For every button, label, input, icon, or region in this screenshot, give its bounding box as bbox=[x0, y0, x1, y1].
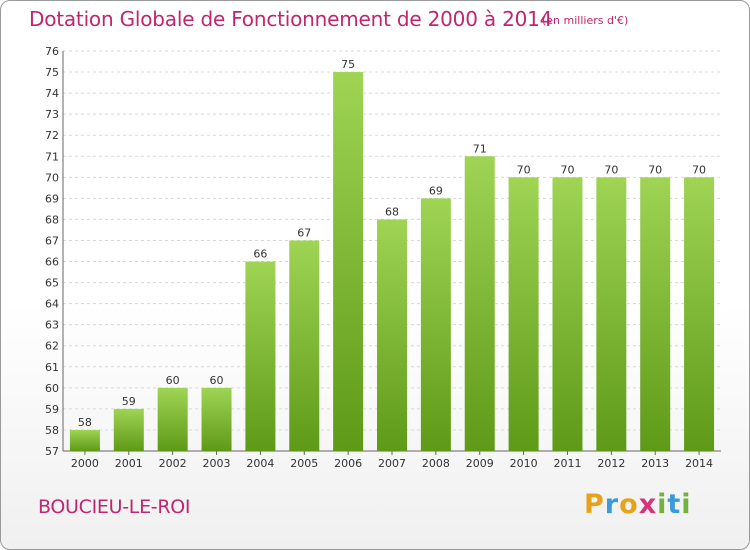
data-label: 75 bbox=[341, 58, 355, 71]
x-tick-label: 2011 bbox=[553, 457, 581, 470]
bar bbox=[684, 177, 715, 451]
x-tick-label: 2012 bbox=[597, 457, 625, 470]
y-tick-label: 61 bbox=[45, 361, 59, 374]
bar bbox=[113, 408, 144, 451]
bar bbox=[333, 72, 364, 451]
x-tick-label: 2001 bbox=[115, 457, 143, 470]
logo-letter: i bbox=[681, 489, 692, 520]
logo-letter: o bbox=[619, 489, 639, 520]
x-tick-label: 2005 bbox=[290, 457, 318, 470]
bar bbox=[157, 387, 188, 451]
data-label: 70 bbox=[517, 163, 531, 176]
bar bbox=[640, 177, 671, 451]
bar bbox=[245, 261, 276, 451]
y-tick-label: 68 bbox=[45, 213, 59, 226]
y-tick-label: 69 bbox=[45, 192, 59, 205]
bar bbox=[201, 387, 232, 451]
y-tick-label: 75 bbox=[45, 66, 59, 79]
y-tick-label: 66 bbox=[45, 256, 59, 269]
data-label: 60 bbox=[166, 374, 180, 387]
y-tick-label: 70 bbox=[45, 171, 59, 184]
bar bbox=[420, 198, 451, 451]
y-tick-label: 62 bbox=[45, 340, 59, 353]
data-label: 70 bbox=[692, 163, 706, 176]
chart-title: Dotation Globale de Fonctionnement de 20… bbox=[29, 7, 553, 31]
labels: 57 58 59 60 61 62 63 64 65 66 67 68 69 70 71 72 73 74 75 76… bbox=[45, 45, 713, 470]
data-label: 71 bbox=[473, 142, 487, 155]
x-tick-label: 2007 bbox=[378, 457, 406, 470]
bar bbox=[289, 240, 320, 451]
y-tick-label: 63 bbox=[45, 319, 59, 332]
x-tick-label: 2014 bbox=[685, 457, 713, 470]
data-label: 69 bbox=[429, 184, 443, 197]
y-tick-label: 64 bbox=[45, 298, 59, 311]
y-tick-label: 58 bbox=[45, 424, 59, 437]
y-tick-label: 76 bbox=[45, 45, 59, 58]
logo-letter: i bbox=[657, 489, 668, 520]
y-tick-label: 74 bbox=[45, 87, 59, 100]
data-label: 70 bbox=[604, 163, 618, 176]
x-tick-label: 2006 bbox=[334, 457, 362, 470]
data-label: 68 bbox=[385, 205, 399, 218]
x-tick-label: 2004 bbox=[246, 457, 274, 470]
logo-letter: x bbox=[638, 489, 658, 520]
logo-letter: r bbox=[604, 489, 620, 520]
data-label: 59 bbox=[122, 395, 136, 408]
x-tick-label: 2003 bbox=[203, 457, 231, 470]
data-label: 66 bbox=[253, 248, 267, 261]
x-tick-label: 2010 bbox=[510, 457, 538, 470]
x-tick-label: 2009 bbox=[466, 457, 494, 470]
data-label: 67 bbox=[297, 226, 311, 239]
y-tick-label: 59 bbox=[45, 403, 59, 416]
x-tick-label: 2013 bbox=[641, 457, 669, 470]
bar bbox=[377, 219, 407, 451]
y-tick-label: 72 bbox=[45, 129, 59, 142]
data-label: 70 bbox=[648, 163, 662, 176]
proxiti-logo[interactable]: Proxiti bbox=[584, 489, 692, 520]
y-tick-label: 73 bbox=[45, 108, 59, 121]
bar bbox=[69, 429, 100, 451]
bar bbox=[464, 156, 495, 451]
data-label: 58 bbox=[78, 416, 92, 429]
y-tick-label: 60 bbox=[45, 382, 59, 395]
data-label: 70 bbox=[560, 163, 574, 176]
y-tick-label: 67 bbox=[45, 234, 59, 247]
commune-name: BOUCIEU-LE-ROI bbox=[38, 496, 191, 518]
x-tick-label: 2002 bbox=[159, 457, 187, 470]
y-tick-label: 71 bbox=[45, 150, 59, 163]
x-tick-label: 2008 bbox=[422, 457, 450, 470]
y-tick-label: 57 bbox=[45, 445, 59, 458]
bar bbox=[508, 177, 539, 451]
bars bbox=[69, 72, 715, 451]
x-tick-label: 2000 bbox=[71, 457, 99, 470]
chart-subtitle: (en milliers d'€) bbox=[542, 14, 629, 27]
data-label: 60 bbox=[210, 374, 224, 387]
bar bbox=[552, 177, 583, 451]
bar bbox=[596, 177, 627, 451]
y-tick-label: 65 bbox=[45, 277, 59, 290]
logo-letter: t bbox=[667, 489, 682, 520]
logo-letter: P bbox=[584, 489, 605, 520]
